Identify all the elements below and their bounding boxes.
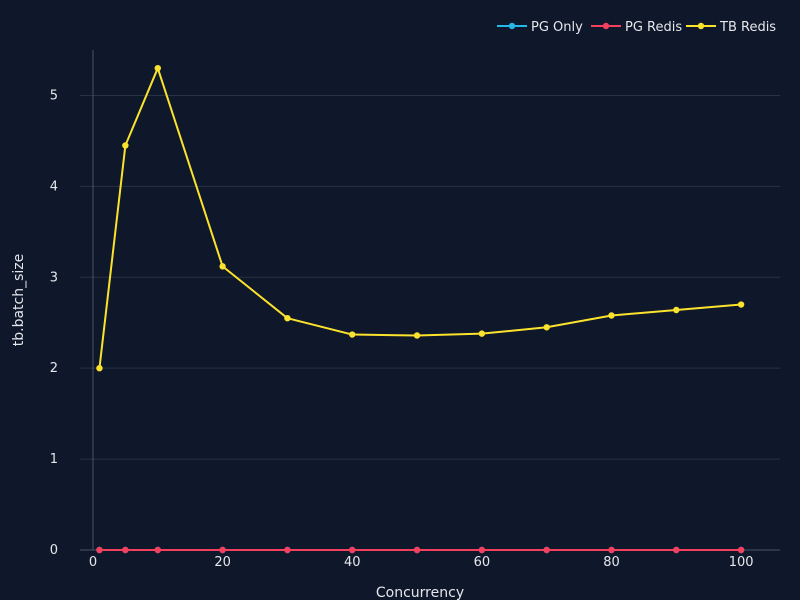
data-point[interactable] <box>284 546 291 554</box>
data-point[interactable] <box>219 263 226 270</box>
data-point[interactable] <box>413 546 421 554</box>
data-point[interactable] <box>96 546 103 554</box>
y-tick-label: 3 <box>50 270 58 285</box>
legend-item[interactable]: TB Redis <box>686 20 776 35</box>
legend-label: PG Redis <box>625 20 682 35</box>
data-point[interactable] <box>673 546 680 554</box>
x-tick-label: 100 <box>729 555 754 570</box>
series-tb-redis <box>96 64 745 372</box>
y-tick-label: 0 <box>50 543 58 558</box>
data-point[interactable] <box>284 314 291 322</box>
data-point[interactable] <box>543 324 550 331</box>
data-point[interactable] <box>673 306 680 314</box>
series <box>96 64 745 554</box>
legend-item[interactable]: PG Only <box>497 20 583 35</box>
series-line <box>98 67 742 369</box>
legend-label: PG Only <box>531 20 583 35</box>
y-tick-label: 1 <box>50 452 58 467</box>
data-point[interactable] <box>737 546 745 554</box>
legend-swatch-marker <box>508 22 516 30</box>
legend[interactable]: PG Only PG Redis TB Redis <box>497 20 776 35</box>
y-tick-label: 2 <box>50 361 58 376</box>
data-point[interactable] <box>608 312 615 319</box>
y-axis-title: tb.batch_size <box>11 254 27 347</box>
data-point[interactable] <box>96 364 103 372</box>
data-point[interactable] <box>122 142 129 149</box>
x-axis-title: Concurrency <box>376 585 464 600</box>
x-tick-label: 20 <box>214 555 231 570</box>
data-point[interactable] <box>608 546 615 554</box>
data-point[interactable] <box>737 301 745 308</box>
data-point[interactable] <box>543 546 550 554</box>
legend-swatch-marker <box>602 22 610 30</box>
y-tick-label: 5 <box>50 88 58 103</box>
y-tick-label: 4 <box>50 179 58 194</box>
legend-item[interactable]: PG Redis <box>591 20 682 35</box>
data-point[interactable] <box>122 546 129 554</box>
data-point[interactable] <box>413 332 421 339</box>
data-point[interactable] <box>349 546 356 554</box>
data-point[interactable] <box>219 546 226 554</box>
x-tick-label: 60 <box>474 555 491 570</box>
series-pg-redis <box>96 546 745 554</box>
data-point[interactable] <box>154 64 161 72</box>
x-tick-label: 80 <box>603 555 620 570</box>
x-tick-label: 0 <box>89 555 97 570</box>
data-point[interactable] <box>154 546 161 554</box>
data-point[interactable] <box>478 546 486 554</box>
data-point[interactable] <box>478 330 486 337</box>
legend-swatch-marker <box>697 22 705 30</box>
x-tick-label: 40 <box>344 555 361 570</box>
data-point[interactable] <box>349 331 356 338</box>
legend-label: TB Redis <box>719 20 776 35</box>
